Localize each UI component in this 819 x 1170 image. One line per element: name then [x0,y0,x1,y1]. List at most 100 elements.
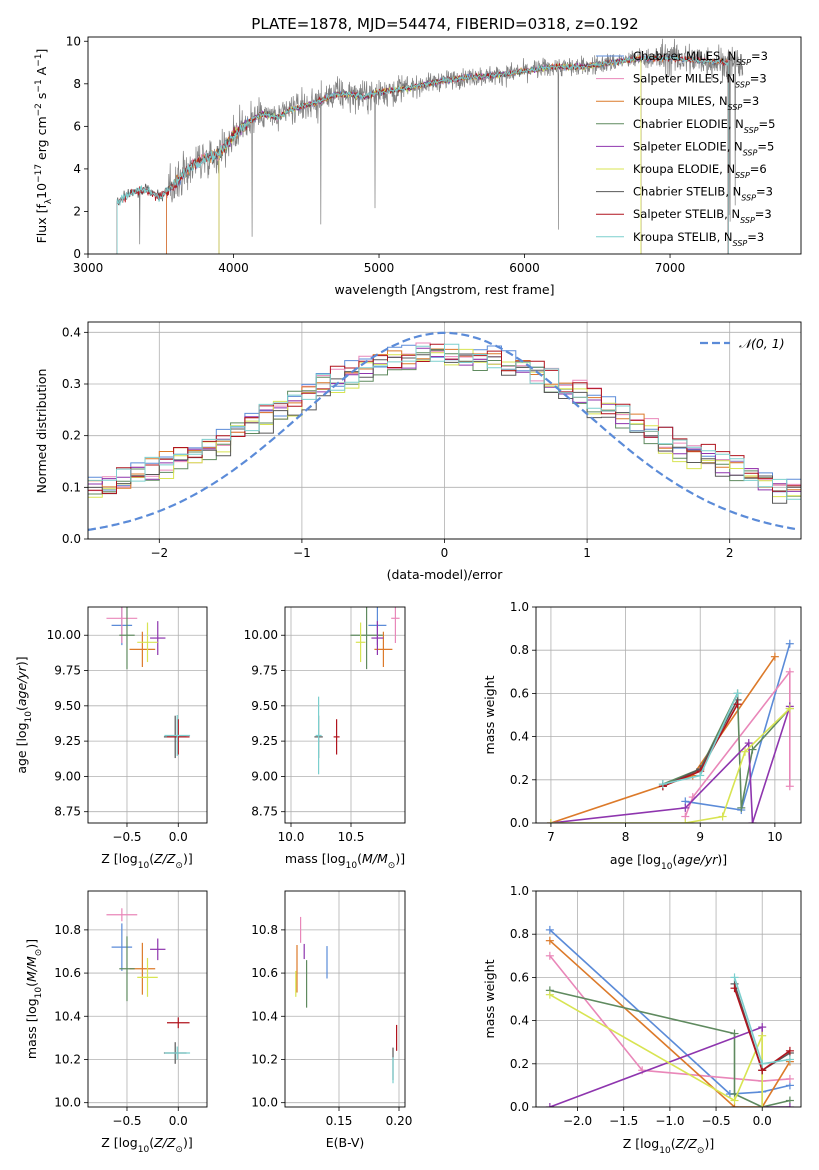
spectrum-xtick-label-3: 6000 [509,261,540,275]
mass_vs_ebv-xlabel: E(B-V) [326,1135,365,1150]
age_vs_Z-xlabel: Z [log10(Z/Z⊙)] [101,851,192,871]
mass_weight_vs_age-xlabel: age [log10(age/yr)] [610,852,727,872]
normal-distribution-curve [88,331,799,531]
mass_weight_vs_Z-xtick-label-4: 0.0 [753,1114,772,1128]
mass_weight_vs_age-ytick-label-2: 0.4 [510,730,529,744]
salpeter_stelib-marker-2 [785,1046,794,1055]
mass_weight_vs_age-ytick-label-4: 0.8 [510,643,529,657]
kroupa_elodie-marker-1 [730,1096,739,1105]
age_vs_Z-frame [87,606,208,824]
spectrum-ytick-label-3: 6 [73,119,81,133]
age_vs_Z-xtick-label-0: −0.5 [112,830,141,844]
legend-label-chabrier_elodie: Chabrier ELODIE, NSSP=5 [633,117,775,135]
age_vs_Z-ytick-label-4: 9.75 [54,664,81,678]
mass_weight_vs_Z-xtick-label-0: −2.0 [563,1114,592,1128]
age_vs_mass-frame [284,606,406,824]
age_vs_mass-xtick-label-1: 10.5 [338,830,365,844]
residuals-xtick-label-1: −1 [293,546,311,560]
age_vs_mass-ytick-label-3: 9.50 [251,699,278,713]
kroupa_stelib-marker-1 [758,1059,767,1068]
mass_weight_vs_Z-xtick-label-2: −1.0 [655,1114,684,1128]
salpeter_stelib-marker-2 [733,700,742,709]
kroupa_elodie-marker-2 [758,1031,767,1040]
legend-label-salpeter_miles: Salpeter MILES, NSSP=3 [633,72,767,90]
mass_weight_vs_age-ytick-label-1: 0.2 [510,773,529,787]
mass_weight_vs_age-xtick-label-1: 8 [622,830,630,844]
age-vs-metallicity-panel: −0.5 0.0 8.75 9.00 9.25 9.50 9.75 10.00 Z [log10… [14,606,208,871]
normal-legend-label: 𝒩(0, 1) [739,336,785,351]
spectrum-ytick-label-2: 4 [73,162,81,176]
kroupa_miles-marker-0 [545,936,554,945]
kroupa_stelib-marker-0 [730,973,739,982]
age_vs_Z-ytick-label-1: 9.00 [54,769,81,783]
age_vs_mass-ytick-label-1: 9.00 [251,769,278,783]
mass_weight_vs_Z-ylabel: mass weight [482,959,497,1038]
mass_weight_vs_Z-ytick-label-1: 0.2 [510,1057,529,1071]
mass_weight_vs_age-ylabel: mass weight [482,675,497,754]
kroupa_elodie-marker-0 [546,819,555,823]
chabrier_miles-marker-0 [545,925,554,934]
mass_vs_Z-xtick-label-1: 0.0 [169,1114,188,1128]
salpeter_miles-marker-3 [785,1074,794,1083]
legend-label-salpeter_elodie: Salpeter ELODIE, NSSP=5 [633,139,774,157]
spectrum-ytick-label-1: 2 [73,204,81,218]
mass_vs_ebv-xtick-label-0: 0.15 [326,1114,353,1128]
spectrum-xtick-label-0: 3000 [73,261,104,275]
mass_vs_Z-xtick-label-0: −0.5 [112,1114,141,1128]
kroupa_stelib-residual-histogram [88,343,801,500]
mass_weight_vs_Z-ytick-label-3: 0.6 [510,970,529,984]
spectrum-panel: 3000 4000 5000 6000 7000 0 2 4 6 8 10 wavelength [A… [34,34,802,297]
mass_vs_ebv-ytick-label-2: 10.4 [251,1009,278,1023]
residuals-ytick-label-4: 0.4 [62,325,81,339]
salpeter_miles-mass-weight-line [684,669,791,817]
kroupa_elodie-marker-4 [785,704,794,713]
salpeter_miles-marker-0 [545,951,554,960]
spectrum-ytick-label-5: 10 [66,34,81,48]
mass_weight_vs_Z-xlabel: Z [log10(Z/Z⊙)] [623,1136,714,1156]
residuals-ytick-label-2: 0.2 [62,429,81,443]
observed-spectrum [116,38,744,245]
spectrum-frame [87,36,802,255]
legend-label-chabrier_miles: Chabrier MILES, NSSP=3 [633,49,768,67]
mass_vs_Z-ytick-label-3: 10.6 [54,966,81,980]
age_vs_Z-ytick-label-2: 9.25 [54,734,81,748]
spectrum-plot-area [116,38,744,254]
mass_vs_Z-grid [88,891,207,1107]
mass_weight_vs_age-frame [535,606,802,824]
spectrum-ytick-label-4: 8 [73,77,81,91]
mass_weight_vs_Z-xtick-label-3: −0.5 [701,1114,730,1128]
mass-weight-vs-age-panel: 7 8 9 10 0.0 0.2 0.4 0.6 0.8 1.0 mass weight age [l… [482,600,802,872]
residuals-frame [87,321,802,540]
mass_vs_Z-ylabel: mass [log10(M/M⊙)] [24,939,44,1059]
mass_weight_vs_Z-ytick-label-5: 1.0 [510,884,529,898]
mass_weight_vs_age-xtick-label-0: 7 [547,830,555,844]
mass_weight_vs_Z-frame [535,890,802,1108]
kroupa_elodie-marker-0 [545,990,554,999]
residuals-xtick-label-2: 0 [441,546,449,560]
mass_vs_Z-ytick-label-0: 10.0 [54,1096,81,1110]
age_vs_Z-ytick-label-0: 8.75 [54,805,81,819]
spectrum-xtick-label-2: 5000 [364,261,395,275]
salpeter_elodie-marker-3 [785,1103,794,1107]
figure-title: PLATE=1878, MJD=54474, FIBERID=0318, z=0… [251,15,638,33]
mass_weight_vs_age-ytick-label-0: 0.0 [510,816,529,830]
age-vs-mass-panel: 10.0 10.5 8.75 9.00 9.25 9.50 9.75 10.00 mass [l… [244,606,406,871]
age_vs_mass-ytick-label-4: 9.75 [251,664,278,678]
age_vs_mass-xlabel: mass [log10(M/M⊙)] [285,851,405,871]
mass-weight-vs-metallicity-panel: −2.0 −1.5 −1.0 −0.5 0.0 0.0 0.2 0.4 0.6 0.8 1.0 mas… [482,884,802,1156]
spectrum-xtick-label-4: 7000 [655,261,686,275]
mass_vs_ebv-frame [284,890,406,1108]
mass_vs_ebv-xtick-label-1: 0.20 [386,1114,413,1128]
mass_vs_Z-plot-area [106,908,191,1064]
legend-label-kroupa_elodie: Kroupa ELODIE, NSSP=6 [633,162,767,180]
mass_weight_vs_age-xtick-label-3: 10 [767,830,782,844]
salpeter_miles-marker-3 [785,782,794,791]
residuals-xtick-label-4: 2 [726,546,734,560]
mass_vs_Z-xlabel: Z [log10(Z/Z⊙)] [101,1135,192,1155]
age_vs_Z-ytick-label-5: 10.00 [47,628,81,642]
mass_weight_vs_age-ytick-label-3: 0.6 [510,686,529,700]
residuals-panel: −2 −1 0 1 2 0.0 0.1 0.2 0.3 0.4 (data-model)/error… [34,321,802,582]
residuals-ytick-label-0: 0.0 [62,532,81,546]
salpeter_elodie-marker-1 [681,803,690,812]
